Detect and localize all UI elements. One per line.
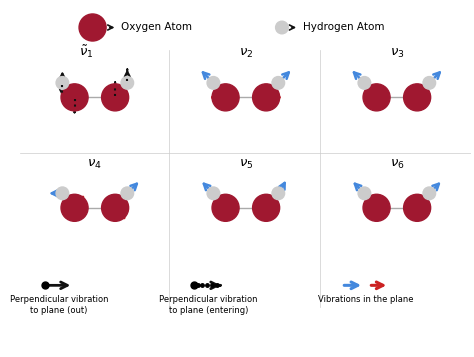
Circle shape — [207, 187, 219, 200]
Text: $\nu_4$: $\nu_4$ — [88, 158, 102, 171]
Text: Perpendicular vibration
to plane (entering): Perpendicular vibration to plane (enteri… — [159, 295, 258, 315]
Circle shape — [358, 187, 371, 200]
Text: $\nu_5$: $\nu_5$ — [238, 158, 253, 171]
Text: $\tilde{\nu}_1$: $\tilde{\nu}_1$ — [79, 44, 93, 60]
Circle shape — [363, 194, 390, 221]
Text: $\nu_3$: $\nu_3$ — [390, 47, 404, 60]
Text: $\nu_2$: $\nu_2$ — [239, 47, 253, 60]
Circle shape — [56, 187, 69, 200]
Text: $\nu_6$: $\nu_6$ — [390, 158, 404, 171]
Circle shape — [101, 84, 128, 111]
Circle shape — [61, 84, 88, 111]
Text: Vibrations in the plane: Vibrations in the plane — [318, 295, 413, 304]
Circle shape — [121, 187, 134, 200]
Circle shape — [423, 76, 436, 89]
Circle shape — [272, 187, 284, 200]
Circle shape — [272, 76, 284, 89]
Circle shape — [207, 76, 219, 89]
Circle shape — [56, 76, 69, 89]
Circle shape — [253, 194, 280, 221]
Circle shape — [101, 194, 128, 221]
Circle shape — [275, 21, 288, 34]
Text: Hydrogen Atom: Hydrogen Atom — [302, 22, 384, 32]
Circle shape — [358, 76, 371, 89]
Circle shape — [403, 84, 431, 111]
Circle shape — [363, 84, 390, 111]
Circle shape — [423, 187, 436, 200]
Circle shape — [403, 194, 431, 221]
Text: Oxygen Atom: Oxygen Atom — [120, 22, 191, 32]
Circle shape — [212, 194, 239, 221]
Circle shape — [79, 14, 106, 41]
Circle shape — [253, 84, 280, 111]
Circle shape — [61, 194, 88, 221]
Circle shape — [212, 84, 239, 111]
Text: Perpendicular vibration
to plane (out): Perpendicular vibration to plane (out) — [9, 295, 108, 315]
Circle shape — [121, 76, 134, 89]
